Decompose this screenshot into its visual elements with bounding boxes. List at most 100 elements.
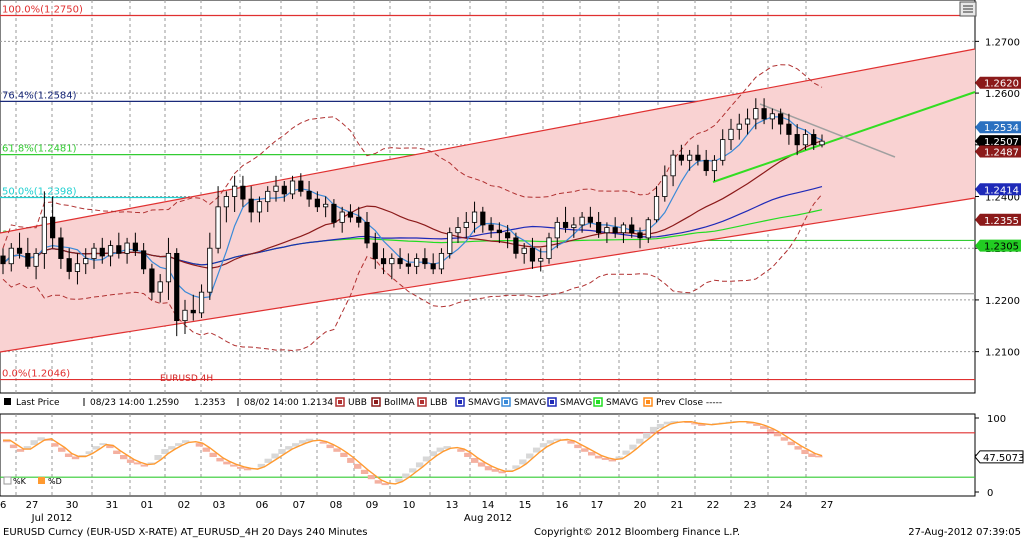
resistance-trend-line <box>759 103 896 158</box>
legend-swatch-fill <box>504 400 508 404</box>
stoch-diff-area <box>436 447 444 452</box>
candle <box>339 206 345 233</box>
candle-body <box>505 232 511 239</box>
price-tag-text: 1.2305 <box>984 242 1019 253</box>
legend-swatch-fill <box>550 400 554 404</box>
x-day-label: 22 <box>707 500 720 511</box>
stoch-diff-area <box>120 455 128 460</box>
stoch-current-value: 47.5073 <box>983 453 1024 464</box>
candle <box>645 217 651 244</box>
candle-body <box>571 224 577 228</box>
stoch-diff-area <box>588 452 596 456</box>
price-tag-text: 1.2487 <box>984 148 1019 159</box>
stoch-diff-area <box>443 446 451 449</box>
settings-icon[interactable] <box>959 1 977 17</box>
stoch-diff-area <box>360 469 369 474</box>
candle-body <box>670 154 676 177</box>
stoch-diff-area <box>484 466 493 471</box>
fib-level-label: 100.0%(1.2750) <box>2 5 83 16</box>
stoch-diff-area <box>278 449 286 455</box>
legend-swatch <box>547 397 557 407</box>
candle-body <box>66 258 72 272</box>
candle <box>521 243 527 264</box>
fib-level-label: 76.4%(1.2584) <box>2 90 77 101</box>
candle-body <box>207 247 213 293</box>
candle-body <box>240 185 246 200</box>
candle <box>687 149 693 171</box>
price-tag: 1.2620 <box>975 76 1021 90</box>
x-month-label: Jul 2012 <box>31 513 73 524</box>
candle <box>480 206 486 233</box>
candle <box>678 144 684 166</box>
candle <box>323 196 329 218</box>
y-tick-label: 1.2600 <box>985 89 1020 100</box>
stoch-diff-area <box>195 443 204 447</box>
x-day-label: 03 <box>213 500 226 511</box>
candle-body <box>720 139 726 161</box>
stoch-diff-area <box>9 444 18 449</box>
candle <box>58 227 64 269</box>
candle <box>149 263 155 300</box>
stoch-diff-area <box>168 446 176 450</box>
price-tag-bg <box>975 121 1021 134</box>
candle <box>653 186 660 223</box>
x-day-label: 31 <box>106 500 119 511</box>
candle-body <box>83 258 89 265</box>
candle-body <box>786 123 792 135</box>
chart-title: EURUSD Curncy (EUR-USD X-RATE) AT_EURUSD… <box>3 527 368 538</box>
candle-body <box>25 252 31 267</box>
stoch-diff-area <box>209 452 217 457</box>
legend-entry: 1.2353 <box>194 398 226 408</box>
candle-body <box>339 211 345 223</box>
stoch-diff-area <box>615 456 623 460</box>
stoch-diff-area <box>656 423 665 429</box>
stoch-diff-area <box>333 448 341 452</box>
candle-body <box>323 203 329 208</box>
legend-entry: SMAVG <box>606 398 638 408</box>
candle-body <box>256 201 263 213</box>
legend-bg <box>0 395 975 409</box>
stoch-diff-area <box>512 465 520 469</box>
legend-swatch-fill <box>374 400 378 404</box>
upper-bollinger-band <box>2 64 823 249</box>
candle <box>546 232 552 264</box>
candle <box>364 212 370 249</box>
candle-body <box>587 216 593 223</box>
x-day-label: 20 <box>634 500 647 511</box>
stoch-panel-frame <box>0 413 976 497</box>
candle-body <box>422 258 428 265</box>
candle <box>596 212 602 238</box>
candle-body <box>678 154 684 161</box>
candle <box>604 222 610 244</box>
candle <box>33 248 39 280</box>
candle-body <box>546 237 552 259</box>
candle-body <box>447 232 453 254</box>
candle <box>571 217 577 238</box>
candle <box>50 196 56 249</box>
candle-body <box>645 219 651 239</box>
candle-body <box>496 229 502 234</box>
candle-body <box>149 268 155 293</box>
stoch-diff-area <box>649 426 658 433</box>
stoch-d-line <box>3 421 823 485</box>
candle <box>786 113 792 145</box>
candle-body <box>513 237 519 254</box>
stoch-diff-area <box>422 456 431 462</box>
candle <box>587 206 593 228</box>
legend-entry: Last Price <box>16 398 60 408</box>
candle <box>753 98 759 130</box>
candle <box>397 248 403 269</box>
candle-body <box>488 224 494 231</box>
candle-body <box>596 221 602 234</box>
legend-swatch <box>455 397 465 407</box>
candle-body <box>529 247 536 262</box>
x-day-label: 14 <box>482 500 495 511</box>
legend-entry: Prev Close ----- <box>656 398 722 408</box>
legend-swatch-fill <box>458 400 462 404</box>
legend-swatch <box>417 397 427 407</box>
stoch-diff-area <box>415 462 424 468</box>
candle-body <box>405 263 411 267</box>
legend-swatch <box>643 397 653 407</box>
candle <box>447 227 453 259</box>
